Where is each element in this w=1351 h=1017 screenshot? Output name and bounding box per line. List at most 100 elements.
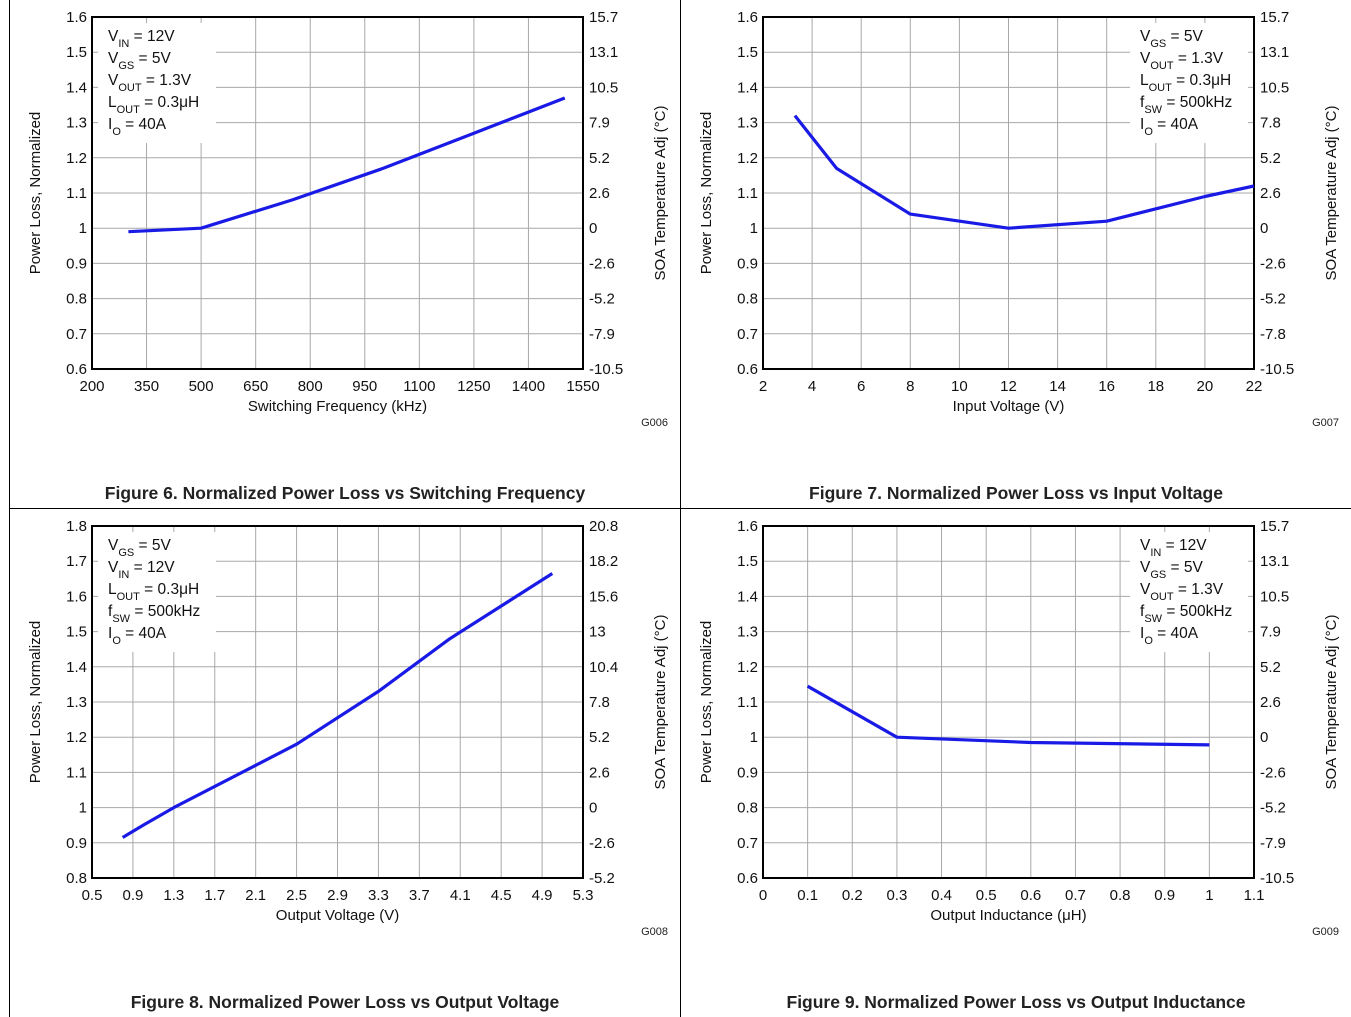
y-tick-label: 1.1 [66, 764, 87, 781]
y2-tick-label: -5.2 [589, 870, 615, 887]
chart-panel-figure-8: 0.5 0.9 1.3 1.7 2.1 2.5 2.9 3.3 3.7 4.1 4.5 4.9 5.3 0… [9, 509, 680, 1017]
y-tick-label: 1.6 [737, 9, 758, 26]
x-axis-label: Input Voltage (V) [953, 398, 1065, 415]
chart-figure-8: 0.5 0.9 1.3 1.7 2.1 2.5 2.9 3.3 3.7 4.1 4.5 4.9 5.3 0… [27, 518, 669, 938]
x-tick-label: 800 [298, 378, 323, 395]
y2-tick-label: 7.9 [589, 115, 610, 132]
y2-axis-label: SOA Temperature Adj (°C) [1323, 615, 1340, 790]
x-tick-label: 4.1 [450, 887, 471, 904]
condition-text: LOUT = 0.3μH [108, 94, 199, 116]
y2-tick-label: -10.5 [1260, 870, 1294, 887]
y-tick-label: 1.5 [66, 44, 87, 61]
y-tick-label: 0.8 [66, 870, 87, 887]
y-tick-label: 0.8 [737, 800, 758, 817]
chart-figure-7: 2 4 6 8 10 12 14 16 18 20 22 0.6 0.7 0.8 0.9 1 1.1 1.2 1.3… [698, 9, 1340, 429]
condition-text: VIN = 12V [1140, 537, 1207, 559]
condition-text: LOUT = 0.3μH [1140, 72, 1231, 94]
plot-area-frame [762, 16, 1255, 370]
x-tick-label: 1550 [566, 378, 599, 395]
y-tick-label: 1.6 [66, 588, 87, 605]
figure-code: G007 [1312, 417, 1339, 429]
y-axis-label: Power Loss, Normalized [27, 621, 44, 784]
y2-tick-label: 13.1 [1260, 553, 1289, 570]
y-tick-label: 1.6 [66, 9, 87, 26]
figure-caption: Figure 9. Normalized Power Loss vs Outpu… [786, 992, 1246, 1012]
y2-tick-label: -7.9 [1260, 835, 1286, 852]
x-tick-label: 16 [1098, 378, 1115, 395]
x-axis-label: Switching Frequency (kHz) [248, 398, 427, 415]
x-tick-label: 1400 [512, 378, 545, 395]
y-tick-label: 1.1 [737, 185, 758, 202]
y-tick-label: 0.9 [66, 835, 87, 852]
y-tick-label: 1.4 [737, 79, 758, 96]
y2-tick-label: -5.2 [1260, 800, 1286, 817]
y2-tick-label: 15.7 [1260, 518, 1289, 535]
condition-text: IO = 40A [1140, 116, 1199, 138]
y2-axis-label: SOA Temperature Adj (°C) [652, 106, 669, 281]
x-tick-label: 3.7 [409, 887, 430, 904]
y2-tick-label: 2.6 [1260, 185, 1281, 202]
y-tick-label: 1.3 [737, 115, 758, 132]
y-tick-label: 0.9 [66, 255, 87, 272]
y2-tick-label: 15.7 [589, 9, 618, 26]
y-tick-label: 1.3 [66, 694, 87, 711]
x-tick-label: 0.3 [886, 887, 907, 904]
x-tick-label: 5.3 [573, 887, 594, 904]
x-tick-label: 650 [243, 378, 268, 395]
y2-axis-label: SOA Temperature Adj (°C) [652, 615, 669, 790]
y2-tick-label: 0 [1260, 729, 1268, 746]
y-tick-label: 1.1 [737, 694, 758, 711]
figure-code: G008 [641, 926, 668, 938]
condition-text: VOUT = 1.3V [1140, 50, 1224, 72]
condition-text: LOUT = 0.3μH [108, 581, 199, 603]
condition-text: VIN = 12V [108, 559, 175, 581]
y-tick-label: 1.8 [66, 518, 87, 535]
x-tick-label: 1.7 [204, 887, 225, 904]
x-tick-label: 0.5 [82, 887, 103, 904]
x-tick-label: 0.8 [1110, 887, 1131, 904]
y2-tick-label: 13.1 [1260, 44, 1289, 61]
y2-tick-label: -5.2 [589, 291, 615, 308]
y-axis-label: Power Loss, Normalized [698, 112, 715, 275]
x-tick-label: 0.9 [122, 887, 143, 904]
figure-code: G009 [1312, 926, 1339, 938]
plot-area-frame [762, 525, 1255, 879]
y-tick-label: 1.2 [66, 729, 87, 746]
x-tick-label: 200 [79, 378, 104, 395]
y2-axis-label: SOA Temperature Adj (°C) [1323, 106, 1340, 281]
y-tick-label: 0.7 [737, 835, 758, 852]
x-tick-label: 950 [352, 378, 377, 395]
x-tick-label: 18 [1147, 378, 1164, 395]
plot-area-frame [91, 525, 584, 879]
y2-tick-label: 0 [589, 220, 597, 237]
y-tick-label: 1.6 [737, 518, 758, 535]
condition-text: IO = 40A [1140, 625, 1199, 647]
y2-tick-label: 10.5 [1260, 79, 1289, 96]
y-tick-label: 1.3 [66, 115, 87, 132]
y2-tick-label: -10.5 [1260, 361, 1294, 378]
condition-text: VGS = 5V [1140, 559, 1204, 581]
condition-text: fSW = 500kHz [108, 603, 200, 625]
x-tick-label: 0.1 [797, 887, 818, 904]
x-tick-label: 6 [857, 378, 865, 395]
x-tick-label: 2.5 [286, 887, 307, 904]
x-tick-label: 1100 [403, 378, 435, 395]
y2-tick-label: 7.9 [1260, 624, 1281, 641]
y-tick-label: 1.2 [737, 150, 758, 167]
y-tick-label: 1.4 [737, 588, 758, 605]
y-tick-label: 1.2 [66, 150, 87, 167]
condition-text: VGS = 5V [108, 537, 172, 559]
condition-text: IO = 40A [108, 116, 167, 138]
x-tick-label: 2.1 [245, 887, 266, 904]
x-tick-label: 350 [134, 378, 159, 395]
x-tick-label: 1 [1205, 887, 1213, 904]
x-tick-label: 14 [1049, 378, 1066, 395]
x-tick-label: 4.9 [532, 887, 553, 904]
chart-panel-figure-6: 200 350 500 650 800 950 1100 1250 1400 1550 0.6 0.7… [9, 0, 680, 509]
y2-tick-label: 13.1 [589, 44, 618, 61]
x-tick-label: 1250 [457, 378, 490, 395]
y2-tick-label: -5.2 [1260, 291, 1286, 308]
x-tick-label: 12 [1000, 378, 1017, 395]
x-tick-label: 0 [759, 887, 767, 904]
x-tick-label: 0.7 [1065, 887, 1086, 904]
